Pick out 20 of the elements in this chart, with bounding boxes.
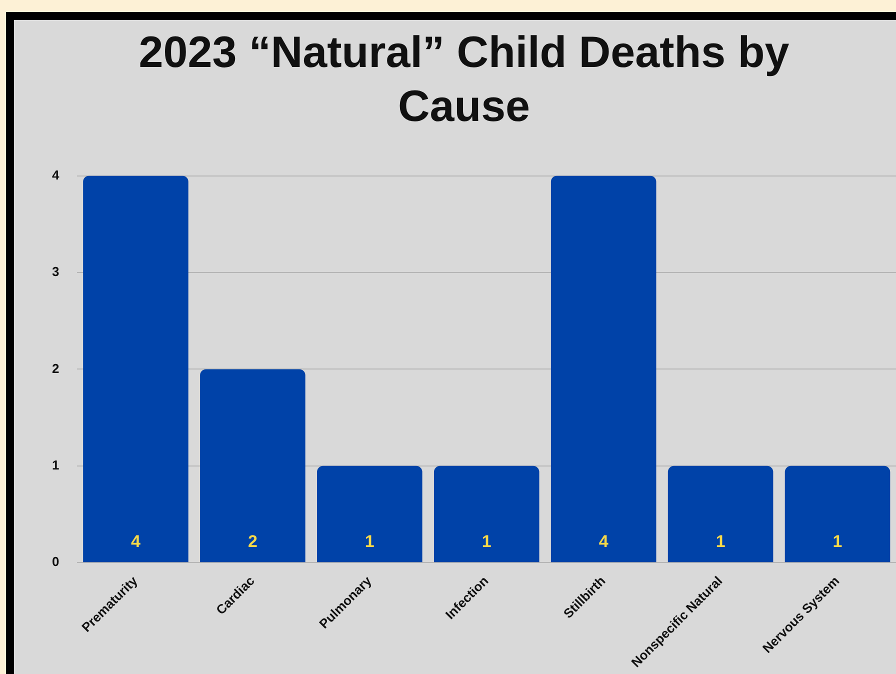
data-label: 4: [598, 532, 609, 551]
y-tick-label: 0: [52, 554, 60, 570]
data-label: 1: [482, 532, 492, 551]
data-label: 4: [130, 532, 141, 551]
bar: [550, 176, 656, 562]
bar: [317, 466, 422, 562]
bar: [434, 466, 540, 562]
y-tick-label: 3: [52, 264, 60, 280]
data-label: 1: [832, 532, 842, 551]
bar: [200, 369, 306, 562]
bar: [83, 176, 188, 562]
data-label: 1: [364, 532, 374, 551]
y-tick-label: 1: [52, 458, 60, 473]
data-label: 2: [248, 532, 258, 551]
chart-title: 2023 “Natural” Child Deaths by Cause: [138, 27, 790, 133]
data-label: 1: [716, 532, 726, 551]
bar: [784, 466, 890, 562]
y-tick-label: 4: [52, 167, 60, 182]
bar: [668, 466, 774, 562]
y-tick-label: 2: [52, 360, 60, 376]
